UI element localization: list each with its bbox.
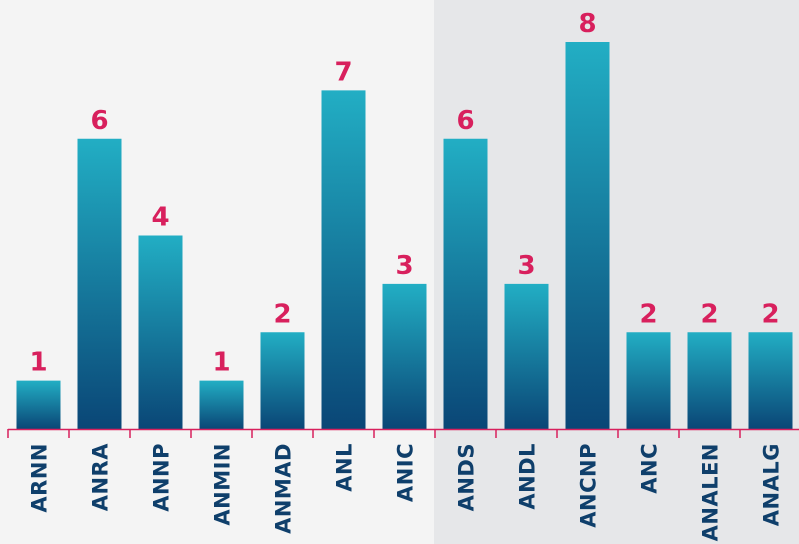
bar-ancnp <box>565 42 610 429</box>
value-label-anl: 7 <box>334 57 352 87</box>
bar-annp <box>138 235 183 429</box>
bar-anra <box>77 138 122 429</box>
category-label-ands: ANDS <box>455 443 479 511</box>
category-label-anra: ANRA <box>89 443 113 511</box>
category-label-andl: ANDL <box>516 443 540 510</box>
bar-ands <box>443 138 488 429</box>
value-labels-group: 1 6 4 1 2 7 3 6 3 8 2 2 2 <box>29 9 779 378</box>
bar-anc <box>626 332 671 429</box>
bar-anmad <box>260 332 305 429</box>
category-label-anic: ANIC <box>394 443 418 502</box>
category-label-arnn: ARNN <box>28 443 52 513</box>
value-label-ands: 6 <box>456 106 474 136</box>
bar-arnn <box>16 380 61 429</box>
value-label-arnn: 1 <box>29 348 47 378</box>
highlight-region <box>434 0 799 544</box>
category-label-anc: ANC <box>638 443 662 494</box>
category-label-analg: ANALG <box>760 443 784 526</box>
value-label-anc: 2 <box>639 299 657 329</box>
category-label-anl: ANL <box>333 443 357 492</box>
value-label-anra: 6 <box>90 106 108 136</box>
value-label-analg: 2 <box>761 299 779 329</box>
category-label-anmad: ANMAD <box>272 443 296 534</box>
bar-anic <box>382 283 427 429</box>
value-label-annp: 4 <box>151 203 169 233</box>
bar-anmin <box>199 380 244 429</box>
value-label-anic: 3 <box>395 251 413 281</box>
value-label-andl: 3 <box>517 251 535 281</box>
category-labels-group: ARNN ANRA ANNP ANMIN ANMAD ANL ANIC ANDS ANDL ANC… <box>28 443 784 542</box>
bar-andl <box>504 283 549 429</box>
bar-analg <box>748 332 793 429</box>
value-label-ancnp: 8 <box>578 9 596 39</box>
category-label-ancnp: ANCNP <box>577 443 601 528</box>
category-label-analen: ANALEN <box>699 443 723 541</box>
x-axis <box>7 428 799 438</box>
value-label-anmin: 1 <box>212 348 230 378</box>
bars-group <box>16 42 793 429</box>
bar-anl <box>321 90 366 429</box>
category-label-annp: ANNP <box>150 443 174 512</box>
value-label-anmad: 2 <box>273 299 291 329</box>
value-label-analen: 2 <box>700 299 718 329</box>
bar-analen <box>687 332 732 429</box>
category-label-anmin: ANMIN <box>211 443 235 526</box>
